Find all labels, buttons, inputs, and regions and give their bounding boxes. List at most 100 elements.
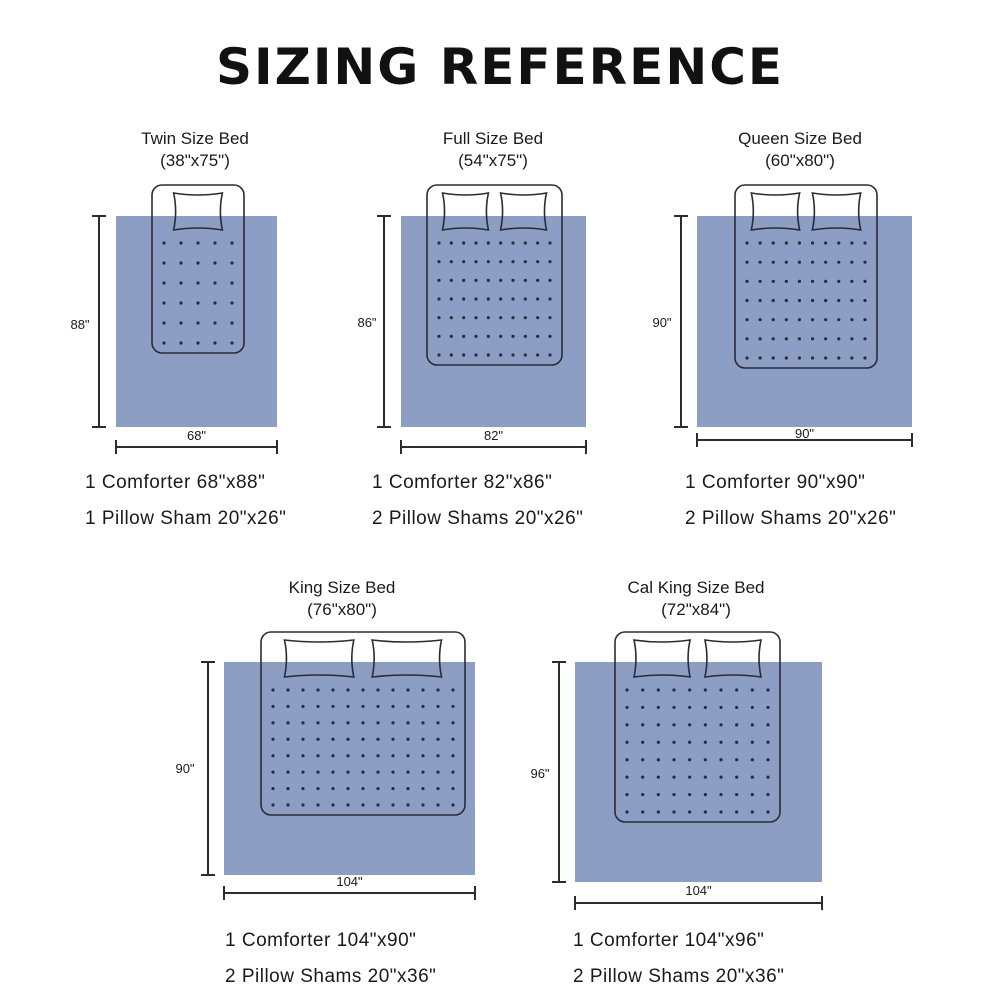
tuft-dot: [213, 321, 217, 325]
tuft-dot: [758, 337, 762, 341]
tuft-dot: [361, 688, 365, 692]
tuft-dot: [162, 341, 166, 345]
tuft-dot: [523, 316, 527, 320]
tuft-dot: [837, 279, 841, 283]
tuft-dot: [376, 770, 380, 774]
tuft-dot: [499, 260, 503, 264]
tuft-dot: [771, 356, 775, 360]
tuft-dot: [376, 737, 380, 741]
tuft-dot: [449, 297, 453, 301]
sham-spec: 2 Pillow Shams 20"x36": [573, 966, 785, 987]
bed-title: Queen Size Bed: [738, 129, 862, 148]
tuft-dot: [391, 803, 395, 807]
bed-title: Full Size Bed: [442, 129, 544, 148]
tuft-dot: [797, 241, 802, 245]
tuft-dot: [672, 775, 676, 779]
tuft-dot: [797, 298, 802, 303]
tuft-dot: [331, 786, 335, 791]
bed-outline: [614, 631, 781, 823]
tuft-dot: [462, 278, 466, 282]
tuft-dot: [766, 758, 770, 762]
bed-outline: [151, 184, 245, 354]
tuft-dot: [286, 770, 290, 774]
tuft-dot: [837, 356, 841, 360]
tuft-dot: [784, 279, 788, 283]
tuft-dot: [703, 792, 707, 797]
tuft-dot: [462, 334, 466, 338]
tuft-dot: [719, 723, 723, 727]
tuft-dot: [451, 721, 455, 725]
tuft-dot: [331, 803, 335, 807]
tuft-dot: [213, 301, 217, 305]
height-label: 96": [530, 766, 550, 781]
comforter-rect: [575, 662, 822, 882]
tuft-dot: [406, 786, 410, 791]
tuft-dot: [548, 316, 552, 320]
tuft-dot: [511, 297, 515, 301]
tuft-dot: [523, 297, 527, 301]
tuft-dot: [656, 705, 660, 710]
sham-spec: 2 Pillow Shams 20"x26": [685, 508, 897, 529]
tuft-dot: [672, 723, 676, 727]
tuft-dot: [703, 775, 707, 779]
tuft-dot: [179, 261, 183, 265]
pillow: [172, 192, 224, 231]
tuft-dot: [745, 241, 749, 245]
tuft-dot: [406, 770, 410, 774]
tuft-dot: [810, 337, 815, 341]
tuft-dot: [745, 260, 749, 264]
tuft-dot: [750, 792, 754, 797]
tuft-dot: [641, 758, 645, 762]
page-title: SIZING REFERENCE: [215, 38, 785, 96]
tuft-dot: [316, 721, 320, 725]
tuft-dot: [850, 318, 854, 322]
tuft-dot: [499, 334, 503, 338]
tuft-dot: [863, 260, 867, 264]
tuft-dot: [316, 737, 320, 741]
tuft-dot: [213, 241, 217, 245]
tuft-dot: [745, 337, 749, 341]
tuft-dot: [625, 740, 629, 744]
tuft-dot: [230, 301, 234, 305]
comforter-spec: 1 Comforter 68"x88": [85, 472, 266, 493]
tuft-dot: [462, 260, 466, 264]
tuft-dot: [162, 261, 166, 265]
tuft-dot: [331, 770, 335, 774]
tuft-dot: [196, 301, 200, 305]
tuft-dot: [286, 688, 290, 692]
bed-title: Cal King Size Bed: [627, 578, 765, 597]
tuft-dot: [745, 356, 749, 360]
tuft-dot: [179, 241, 183, 245]
tuft-dot: [346, 803, 350, 807]
tuft-dot: [688, 723, 692, 727]
tuft-dot: [451, 737, 455, 741]
tuft-dot: [286, 786, 290, 791]
bed-outline: [426, 184, 563, 366]
tuft-dot: [421, 786, 425, 791]
tuft-dot: [750, 810, 754, 814]
tuft-dot: [750, 775, 754, 779]
tuft-dot: [758, 318, 762, 322]
tuft-dot: [750, 758, 754, 762]
tuft-dot: [797, 337, 802, 341]
tuft-dot: [316, 754, 320, 758]
tuft-dot: [162, 281, 166, 285]
sham-spec: 2 Pillow Shams 20"x36": [225, 966, 437, 987]
tuft-dot: [656, 740, 660, 744]
tuft-dot: [735, 688, 739, 692]
tuft-dot: [850, 356, 854, 360]
tuft-dot: [451, 704, 455, 709]
tuft-dot: [548, 353, 552, 357]
tuft-dot: [536, 260, 540, 264]
tuft-dot: [421, 688, 425, 692]
tuft-dot: [162, 301, 166, 305]
tuft-dot: [745, 298, 749, 303]
tuft-dot: [346, 704, 350, 709]
tuft-dot: [784, 241, 788, 245]
tuft-dot: [771, 279, 775, 283]
tuft-dot: [437, 241, 441, 245]
tuft-dot: [703, 758, 707, 762]
comforter-spec: 1 Comforter 90"x90": [685, 472, 866, 493]
tuft-dot: [301, 721, 305, 725]
tuft-dot: [766, 723, 770, 727]
